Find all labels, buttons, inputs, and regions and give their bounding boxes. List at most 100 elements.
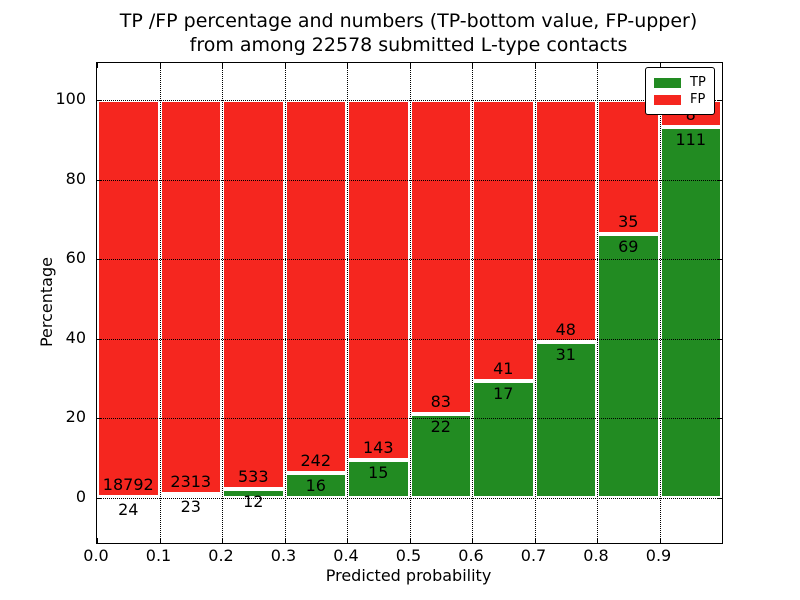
fp-bar (409, 100, 472, 415)
tp-legend-swatch (654, 77, 681, 88)
x-tick-mark-bottom (159, 538, 161, 543)
grid-line-vertical (222, 63, 223, 543)
grid-line-vertical (284, 63, 286, 543)
x-tick-label: 0.3 (270, 546, 297, 565)
grid-line-vertical (472, 63, 473, 543)
grid-line-vertical (347, 63, 348, 543)
x-tick-label: 0.0 (83, 546, 109, 565)
tp-count-label: 15 (368, 462, 389, 482)
x-tick-mark-bottom (409, 538, 411, 543)
legend-item: FP (654, 91, 706, 108)
tp-count-label: 17 (493, 384, 514, 404)
legend-item: TP (654, 74, 706, 91)
tp-count-label: 22 (430, 417, 451, 437)
chart-title-line2: from among 22578 submitted L-type contac… (189, 34, 628, 56)
fp-count-label: 18792 (102, 475, 154, 495)
x-tick-mark-bottom (284, 538, 286, 543)
x-tick-mark-top (222, 63, 223, 68)
grid-line-vertical (159, 63, 161, 543)
fp-count-label: 143 (362, 437, 394, 457)
bar-count-labels-layer: 18792 24 2313 23 533 12 242 16 143 15 83 22 41 17 48 31… (97, 63, 722, 543)
y-tick-mark-right (717, 338, 722, 340)
y-tick-mark-left (97, 100, 102, 102)
grid-line-vertical (659, 63, 661, 543)
legend-label: FP (690, 92, 706, 107)
tickmarks-layer (97, 63, 722, 543)
tp-count-label: 69 (618, 237, 639, 257)
x-tick-mark-bottom (597, 538, 598, 543)
x-tick-mark-bottom (97, 538, 98, 543)
x-tick-label: 0.8 (583, 546, 609, 565)
tp-count-label: 31 (555, 344, 576, 364)
x-tick-label: 0.5 (395, 546, 422, 565)
chart-title: TP /FP percentage and numbers (TP-bottom… (96, 9, 721, 57)
fp-bar (347, 100, 410, 460)
tp-bar (284, 473, 347, 498)
y-tick-label: 80 (65, 168, 86, 188)
x-tick-mark-top (534, 63, 536, 68)
tp-bar (472, 381, 535, 498)
x-tick-mark-top (97, 63, 98, 68)
x-tick-mark-bottom (534, 538, 536, 543)
y-tick-mark-left (97, 259, 102, 261)
fp-count-label: 35 (618, 212, 639, 232)
plot-area: 18792 24 2313 23 533 12 242 16 143 15 83 22 41 17 48 31… (96, 62, 723, 544)
fp-count-label: 242 (300, 451, 332, 471)
y-tick-mark-right (717, 418, 722, 420)
y-tick-label: 60 (65, 248, 86, 268)
y-tick-mark-left (97, 418, 102, 420)
y-tick-mark-right (717, 100, 722, 102)
legend-label: TP (690, 75, 706, 90)
tp-count-label: 111 (675, 130, 707, 150)
tp-bar (347, 459, 410, 498)
x-tick-label: 0.7 (520, 546, 547, 565)
x-tick-mark-top (347, 63, 348, 68)
x-tick-label: 0.2 (208, 546, 234, 565)
x-tick-label: 0.9 (645, 546, 672, 565)
fp-count-label: 41 (493, 359, 514, 379)
fp-bar (284, 100, 347, 474)
fp-count-label: 48 (555, 319, 576, 339)
y-tick-mark-right (717, 179, 722, 181)
grid-line-vertical (534, 63, 536, 543)
x-tick-mark-bottom (659, 538, 661, 543)
y-tick-mark-right (717, 497, 722, 499)
y-tick-mark-left (97, 179, 102, 181)
tp-count-label: 12 (243, 491, 264, 511)
fp-bar (97, 100, 160, 498)
fp-count-label: 2313 (170, 471, 212, 491)
tp-bar (659, 127, 722, 498)
tp-bar (409, 414, 472, 498)
y-axis-label: Percentage (37, 257, 56, 348)
fp-count-label: 533 (237, 466, 269, 486)
gridlines-layer (97, 63, 722, 543)
x-tick-mark-top (159, 63, 161, 68)
x-tick-mark-top (597, 63, 598, 68)
tp-count-label: 24 (118, 500, 139, 520)
x-tick-mark-top (284, 63, 286, 68)
legend-box: TP FP (645, 67, 715, 115)
y-tick-label: 0 (75, 486, 86, 506)
x-tick-label: 0.1 (145, 546, 172, 565)
fp-count-label: 83 (430, 392, 451, 412)
tp-count-label: 23 (180, 496, 201, 516)
x-tick-label: 0.4 (333, 546, 359, 565)
bars-layer (97, 63, 722, 543)
y-tick-label: 100 (55, 89, 86, 109)
y-tick-label: 20 (65, 407, 86, 427)
y-tick-mark-left (97, 338, 102, 340)
x-tick-mark-bottom (347, 538, 348, 543)
fp-bar (472, 100, 535, 382)
y-tick-mark-left (97, 497, 102, 499)
y-tick-label: 40 (65, 327, 86, 347)
x-tick-label: 0.6 (458, 546, 484, 565)
x-tick-mark-top (409, 63, 411, 68)
tp-count-label: 16 (305, 476, 326, 496)
x-tick-mark-bottom (472, 538, 473, 543)
x-tick-mark-top (659, 63, 661, 68)
grid-line-vertical (409, 63, 411, 543)
grid-line-vertical (597, 63, 598, 543)
x-axis-label: Predicted probability (325, 566, 492, 585)
y-tick-mark-right (717, 259, 722, 261)
